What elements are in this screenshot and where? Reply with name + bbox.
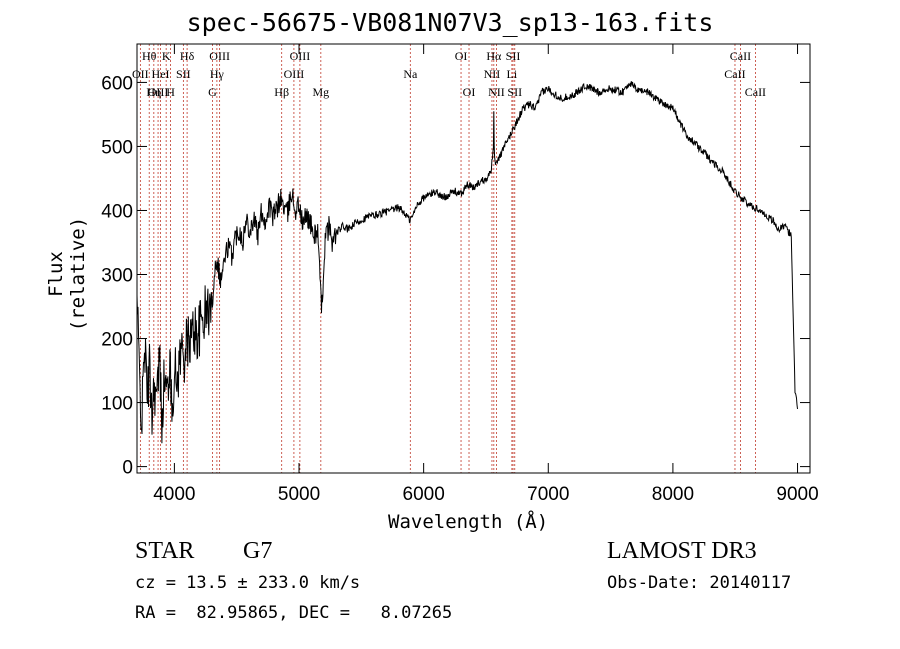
- line-label-8: H: [166, 85, 175, 99]
- line-label-10: Hγ: [210, 67, 225, 81]
- line-label-3: K: [162, 49, 171, 63]
- line-label-9: OIII: [209, 49, 230, 63]
- line-label-26: CaII: [724, 67, 745, 81]
- y-tick-label-5: 500: [101, 137, 133, 158]
- line-label-11: G: [208, 85, 217, 99]
- line-label-22: SII: [506, 49, 521, 63]
- redshift-cz: cz = 13.5 ± 233.0 km/s: [135, 573, 361, 593]
- survey-name: LAMOST DR3: [607, 538, 757, 564]
- y-tick-label-2: 200: [101, 330, 133, 351]
- y-axis-ticks: 0 100 200 300 400 500 600: [101, 73, 810, 479]
- x-tick-label-1: 5000: [278, 484, 320, 505]
- line-label-6: Hδ: [180, 49, 195, 63]
- line-label-15: Mg: [312, 85, 329, 99]
- y-tick-label-1: 100: [101, 394, 133, 415]
- y-tick-label-0: 0: [122, 458, 133, 479]
- obs-date: Obs-Date: 20140117: [607, 573, 792, 593]
- line-label-19: Hα: [486, 49, 502, 63]
- line-label-25: CaII: [730, 49, 751, 63]
- line-label-2: OIII: [148, 85, 169, 99]
- line-label-0: Hθ: [142, 49, 157, 63]
- line-label-23: Li: [507, 67, 518, 81]
- chart-title: spec-56675-VB081N07V3_sp13-163.fits: [186, 8, 714, 37]
- x-axis-label: Wavelength (Å): [388, 511, 549, 533]
- line-label-20: NII: [484, 67, 501, 81]
- x-tick-label-0: 4000: [153, 484, 195, 505]
- y-tick-label-6: 600: [101, 73, 133, 94]
- x-tick-label-5: 9000: [776, 484, 818, 505]
- line-label-24: SII: [507, 85, 522, 99]
- plot-frame: [136, 43, 811, 474]
- line-label-21: NII: [488, 85, 505, 99]
- line-label-14: OIII: [284, 67, 305, 81]
- spectrum-line: [136, 81, 798, 444]
- coordinates: RA = 82.95865, DEC = 8.07265: [135, 603, 453, 623]
- line-label-16: Na: [403, 67, 418, 81]
- line-label-4: HeI: [152, 67, 170, 81]
- x-tick-label-2: 6000: [403, 484, 445, 505]
- y-tick-label-4: 400: [101, 201, 133, 222]
- object-class: STAR: [135, 538, 195, 564]
- line-label-27: CaII: [745, 85, 766, 99]
- x-tick-label-4: 8000: [652, 484, 694, 505]
- line-label-1: OII: [132, 67, 149, 81]
- line-label-12: Hβ: [274, 85, 289, 99]
- line-label-18: OI: [463, 85, 476, 99]
- y-axis-label: Flux (relative): [45, 216, 89, 332]
- line-label-17: OI: [455, 49, 468, 63]
- line-label-13: OIII: [290, 49, 311, 63]
- object-subclass: G7: [243, 538, 273, 564]
- x-axis-ticks: 4000 5000 6000 7000 8000 9000: [153, 44, 819, 505]
- line-label-7: SII: [176, 67, 191, 81]
- y-tick-label-3: 300: [101, 266, 133, 287]
- line-label-5: Hη: [146, 85, 161, 99]
- x-tick-label-3: 7000: [527, 484, 569, 505]
